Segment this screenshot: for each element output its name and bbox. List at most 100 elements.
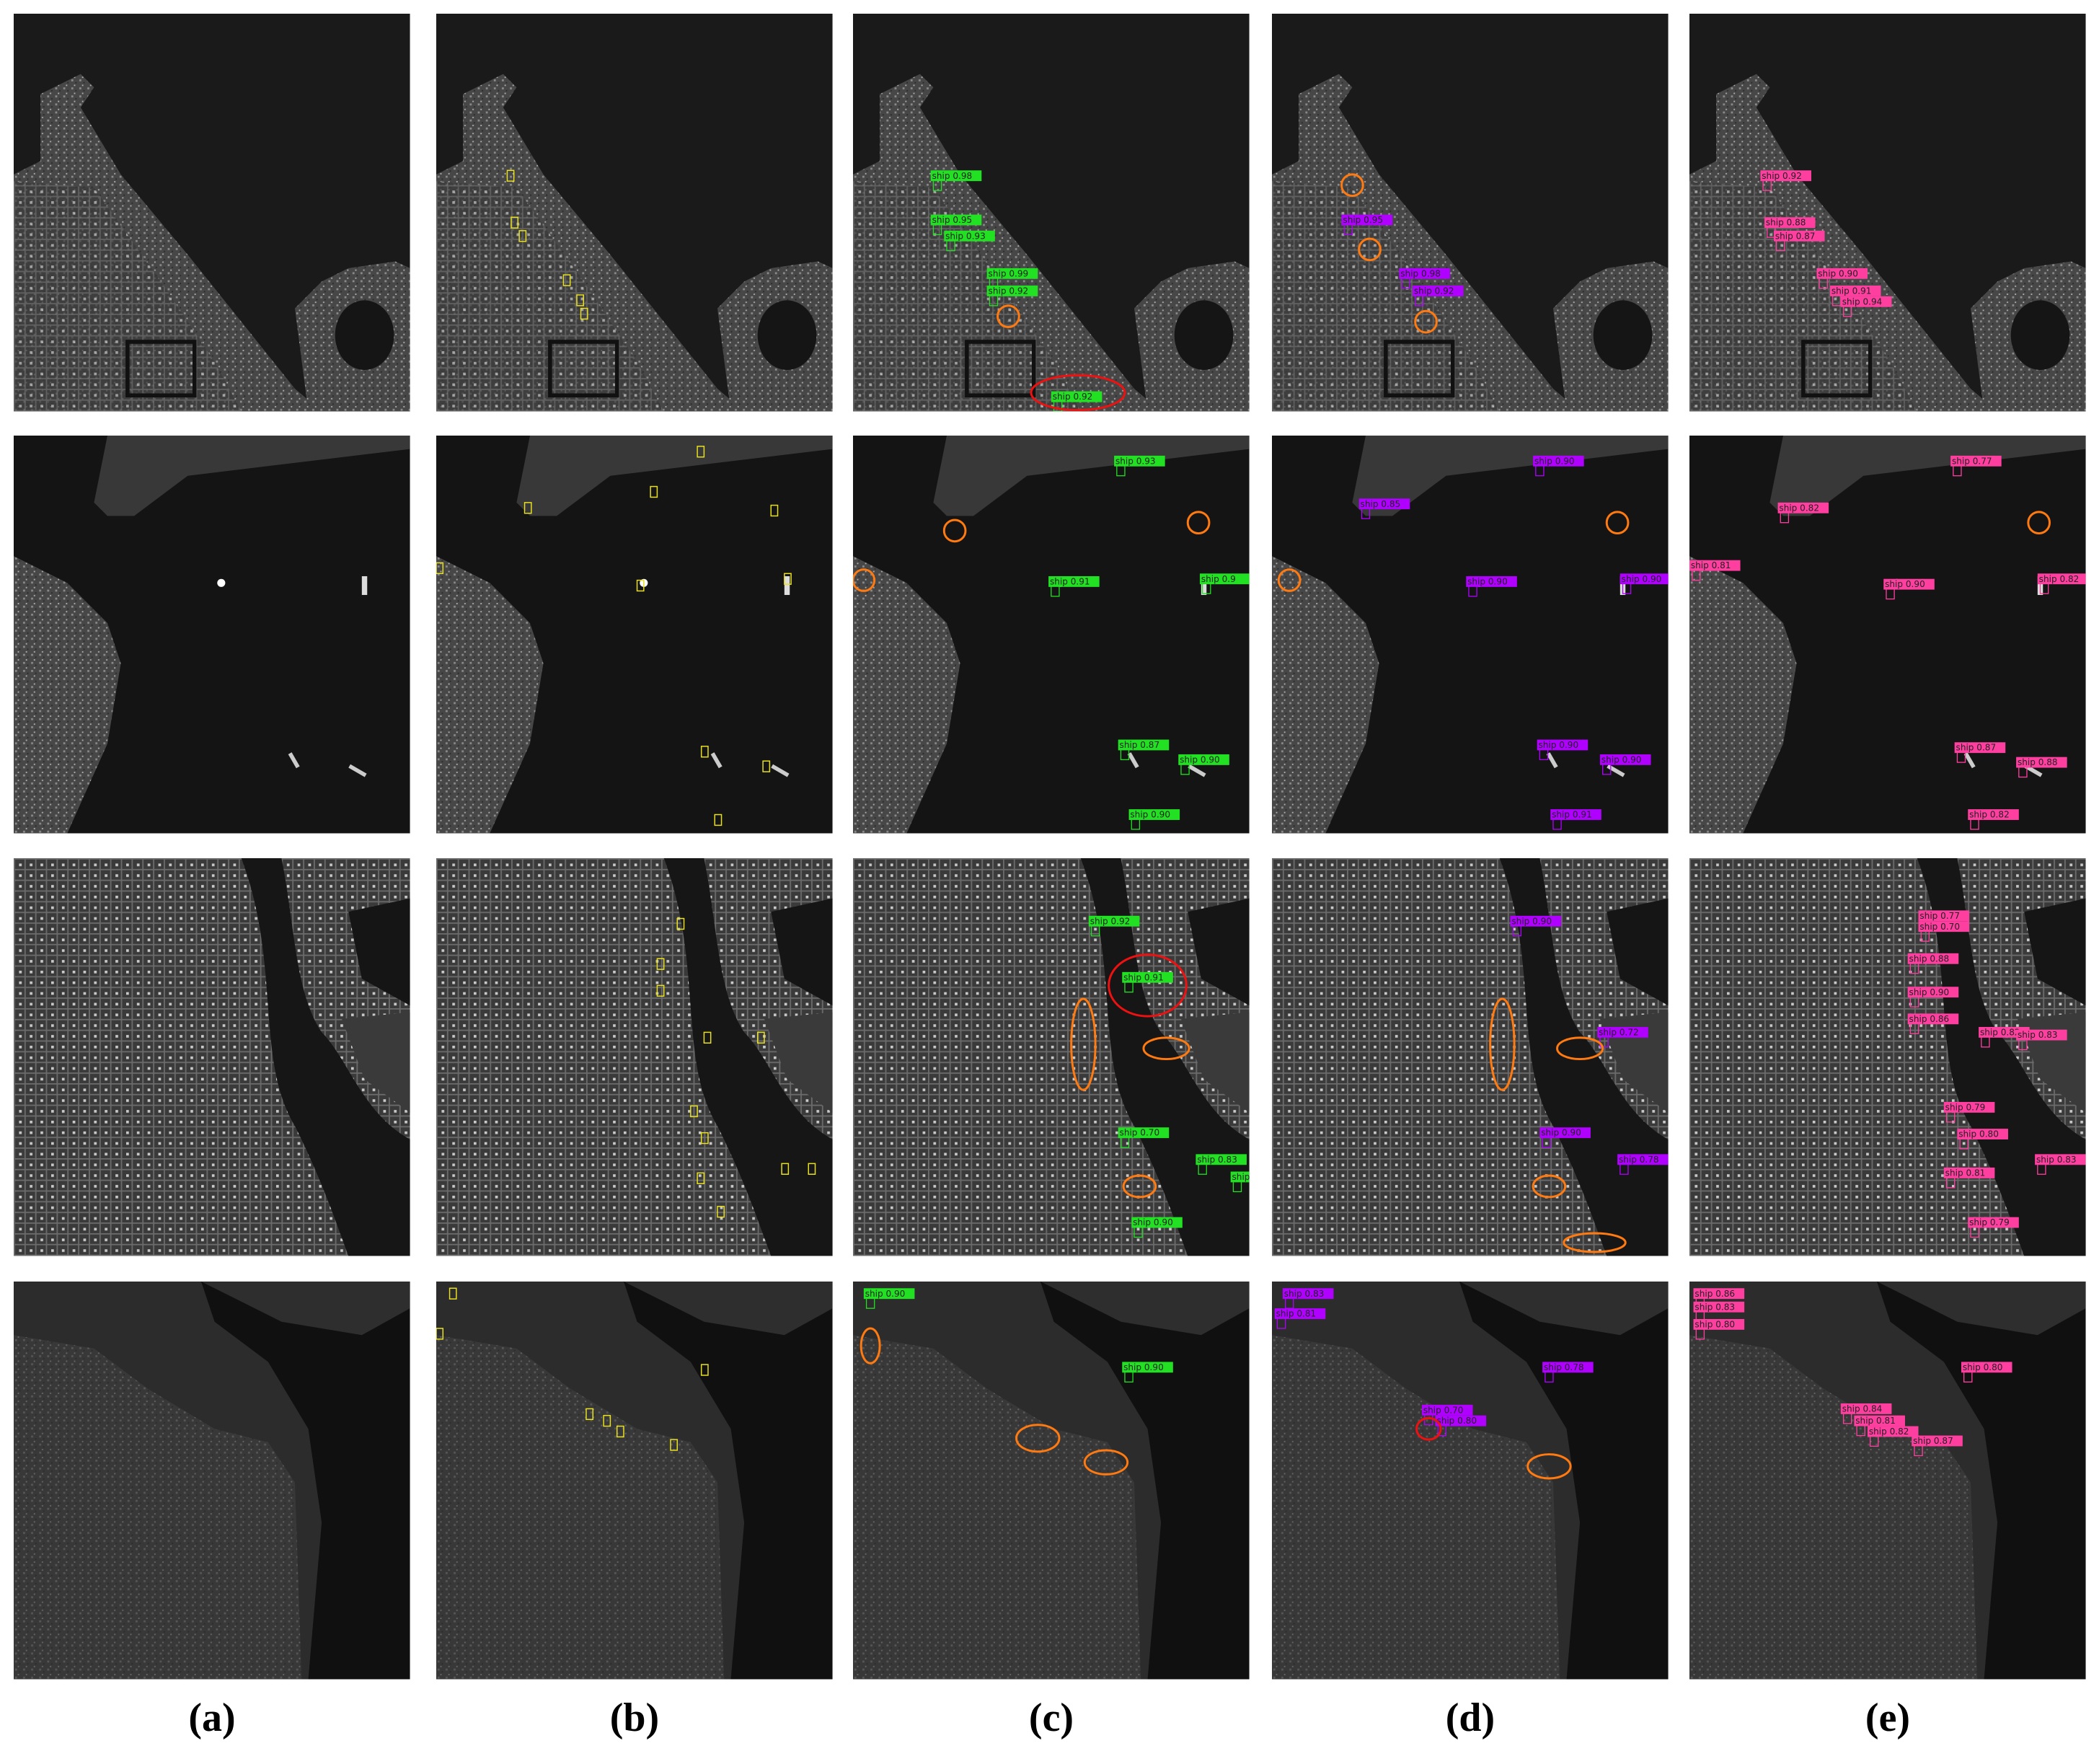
label-background bbox=[1867, 1426, 1919, 1437]
missed-target-marker bbox=[1070, 997, 1097, 1091]
image-panel: ship 0.90 ship 0.90 bbox=[853, 1282, 1250, 1680]
detection-label: ship 0.90 bbox=[1123, 1362, 1164, 1372]
label-background bbox=[1088, 915, 1140, 927]
detection-label: ship 0.99 bbox=[989, 268, 1029, 278]
yellow-box bbox=[781, 1163, 790, 1175]
missed-target-marker bbox=[2027, 511, 2051, 535]
label-background bbox=[1829, 285, 1881, 296]
image-panel bbox=[436, 436, 833, 834]
detection-label: ship 0.79 bbox=[1945, 1102, 1986, 1112]
missed-target-marker bbox=[1563, 1232, 1627, 1253]
label-background bbox=[1950, 455, 2002, 467]
label-background bbox=[2035, 1154, 2086, 1165]
label-background bbox=[1128, 809, 1180, 820]
yellow-box bbox=[436, 562, 444, 575]
label-background bbox=[1773, 230, 1825, 242]
detection-label: ship 0.90 bbox=[865, 1289, 906, 1299]
label-background bbox=[1968, 809, 2019, 820]
image-panel: ship 0.90 ship 0.72 ship 0.90 ship 0.78 bbox=[1272, 858, 1669, 1256]
detection-label: ship 0.92 bbox=[1053, 392, 1093, 402]
yellow-box bbox=[697, 446, 705, 458]
detection-label: ship 0.90 bbox=[1885, 579, 1925, 589]
label-background bbox=[944, 230, 995, 242]
detection-label: ship 0.83 bbox=[1197, 1155, 1237, 1165]
label-background bbox=[1954, 742, 2006, 754]
detection-label: ship 0.87 bbox=[1775, 231, 1816, 241]
false-alarm-marker bbox=[1030, 374, 1126, 412]
image-panel: ship 0.92 ship 0.88 ship 0.87 ship 0.90 ship… bbox=[1689, 14, 2086, 412]
yellow-box bbox=[676, 917, 685, 930]
missed-target-marker bbox=[997, 304, 1020, 329]
label-background bbox=[986, 268, 1038, 279]
detection-label: ship 0.94 bbox=[1842, 296, 1883, 307]
detection-label: ship 0.83 bbox=[2018, 1030, 2058, 1040]
label-background bbox=[1122, 971, 1173, 983]
label-background bbox=[1957, 1129, 2008, 1139]
detection-label: ship 0.90 bbox=[1818, 268, 1858, 278]
label-background bbox=[1689, 560, 1741, 571]
label-background bbox=[2016, 1029, 2067, 1041]
image-panel: ship 0.83 ship 0.81 ship 0.78 ship 0.70ship… bbox=[1272, 1282, 1669, 1680]
label-background bbox=[1399, 268, 1450, 279]
label-background bbox=[1907, 987, 1959, 998]
missed-target-marker bbox=[1142, 1036, 1190, 1061]
detection-label: ship 0.82 bbox=[2039, 574, 2080, 584]
false-alarm-marker bbox=[1415, 1416, 1442, 1441]
detection-label: ship 0.82 bbox=[1779, 503, 1819, 513]
yellow-box bbox=[697, 1172, 705, 1184]
yellow-box bbox=[770, 504, 779, 517]
detection-label: ship 0.91 bbox=[1123, 972, 1164, 982]
missed-target-marker bbox=[1015, 1424, 1061, 1453]
missed-target-marker bbox=[942, 519, 967, 543]
label-background bbox=[1693, 1318, 1745, 1330]
detection-label: ship 0.92 bbox=[1414, 286, 1454, 296]
detection-label: ship 0.90 bbox=[1601, 754, 1642, 764]
detection-label: ship 0.78 bbox=[1619, 1155, 1659, 1165]
detection-label: ship 0.9 bbox=[1201, 574, 1236, 584]
yellow-box bbox=[700, 746, 709, 758]
detection-label: ship 0.95 bbox=[1343, 215, 1383, 225]
yellow-box bbox=[616, 1425, 624, 1438]
detection-label: ship 0.83 bbox=[2036, 1155, 2077, 1165]
label-background bbox=[1196, 1154, 1247, 1165]
detection-label: ship 0.87 bbox=[1120, 740, 1160, 750]
detection-label: ship 0.93 bbox=[1115, 456, 1156, 466]
detection-label: ship 0.82 bbox=[1869, 1426, 1909, 1437]
missed-target-marker bbox=[1122, 1174, 1157, 1199]
detection-label: ship 0.92 bbox=[989, 286, 1029, 296]
detection-label: ship 0.86 bbox=[1909, 1014, 1950, 1024]
image-panel bbox=[436, 858, 833, 1256]
label-background bbox=[1693, 1301, 1745, 1313]
detection-label: ship 0.90 bbox=[1909, 987, 1950, 997]
label-background bbox=[1510, 915, 1562, 927]
image-panel bbox=[14, 1282, 410, 1680]
missed-target-marker bbox=[1277, 568, 1302, 592]
label-background bbox=[1943, 1167, 1995, 1178]
column-label: (e) bbox=[1865, 1695, 1910, 1740]
detection-label: ship 0.82 bbox=[1969, 810, 2010, 820]
yellow-box bbox=[585, 1408, 594, 1421]
label-background bbox=[1550, 809, 1601, 820]
detection-label: ship 0.70 bbox=[1423, 1405, 1464, 1415]
label-background bbox=[1282, 1288, 1334, 1300]
yellow-box bbox=[656, 958, 665, 970]
yellow-box bbox=[603, 1414, 611, 1427]
detection-label: ship 0.79 bbox=[1969, 1217, 2010, 1227]
image-panel: ship 0.92 ship 0.91 ship 0.70 ship 0.83 ship… bbox=[853, 858, 1250, 1256]
label-background bbox=[1230, 1171, 1250, 1183]
label-background bbox=[1051, 391, 1102, 402]
label-background bbox=[1131, 1217, 1183, 1228]
image-panel: ship 0.95 ship 0.98 ship 0.92 bbox=[1272, 14, 1669, 412]
label-background bbox=[1118, 1127, 1170, 1139]
detection-label: ship 0.81 bbox=[1945, 1168, 1986, 1178]
detection-label: ship 0.98 bbox=[1400, 268, 1441, 278]
label-background bbox=[1412, 285, 1464, 296]
label-background bbox=[1048, 575, 1100, 587]
yellow-box bbox=[580, 307, 588, 320]
yellow-box bbox=[784, 573, 792, 585]
detection-label: ship 0.72 bbox=[1599, 1027, 1639, 1037]
label-background bbox=[1883, 578, 1935, 590]
detection-label: ship 0.82 bbox=[1980, 1027, 2020, 1037]
